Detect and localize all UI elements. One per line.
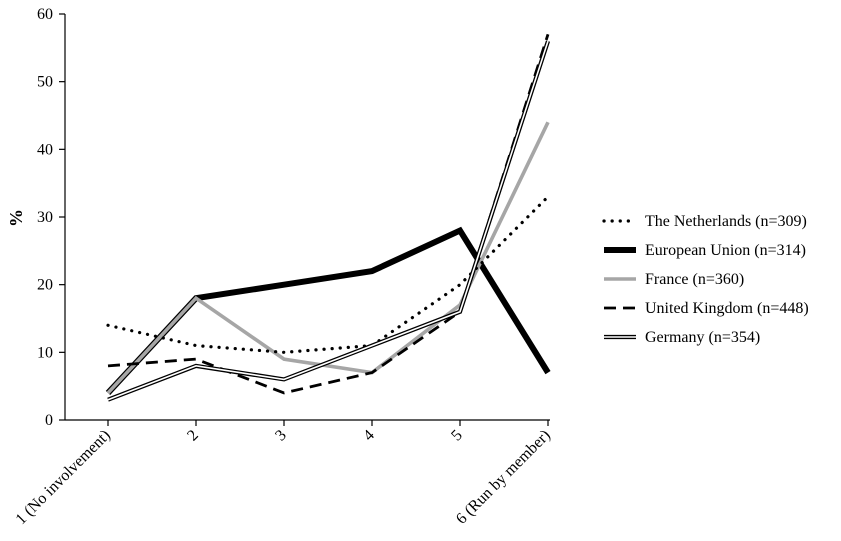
legend-label: The Netherlands (n=309) bbox=[645, 213, 807, 230]
y-axis-ticks: 0 10 20 30 40 50 60 bbox=[37, 6, 65, 429]
series-lines bbox=[105, 33, 551, 402]
x-tick-label: 4 bbox=[360, 427, 378, 445]
y-tick-label: 40 bbox=[37, 141, 53, 158]
series-line-2 bbox=[105, 226, 551, 395]
x-tick-label: 5 bbox=[448, 427, 466, 445]
legend-label: European Union (n=314) bbox=[645, 242, 806, 259]
y-tick-label: 10 bbox=[37, 344, 53, 361]
y-axis-label: % bbox=[6, 209, 26, 227]
x-tick-label: 1 (No involvement) bbox=[13, 427, 114, 528]
legend-label: United Kingdom (n=448) bbox=[645, 300, 809, 317]
legend-item: Germany (n=354) bbox=[604, 329, 760, 346]
legend-item: United Kingdom (n=448) bbox=[604, 300, 809, 317]
y-tick-label: 0 bbox=[45, 412, 53, 429]
legend-item: France (n=360) bbox=[604, 271, 744, 288]
series-line-3 bbox=[106, 121, 550, 395]
legend-item: European Union (n=314) bbox=[604, 242, 806, 259]
x-axis-ticks: 1 (No involvement) 2 3 4 56 (Run by member) bbox=[13, 420, 554, 528]
x-tick-label: 2 bbox=[184, 427, 202, 445]
y-tick-label: 50 bbox=[37, 74, 53, 91]
series-line-4 bbox=[107, 33, 550, 395]
x-tick-label: 6 (Run by member) bbox=[453, 427, 554, 528]
legend-label: France (n=360) bbox=[645, 271, 744, 288]
y-tick-label: 30 bbox=[37, 209, 53, 226]
legend-label: Germany (n=354) bbox=[645, 329, 760, 346]
legend-item: The Netherlands (n=309) bbox=[602, 213, 807, 230]
legend: The Netherlands (n=309) European Union (n… bbox=[602, 213, 809, 346]
x-tick-label: 3 bbox=[272, 427, 290, 445]
y-tick-label: 60 bbox=[37, 6, 53, 23]
series-line-5 bbox=[107, 40, 550, 402]
y-tick-label: 20 bbox=[37, 277, 53, 294]
series-line-1 bbox=[106, 195, 550, 354]
